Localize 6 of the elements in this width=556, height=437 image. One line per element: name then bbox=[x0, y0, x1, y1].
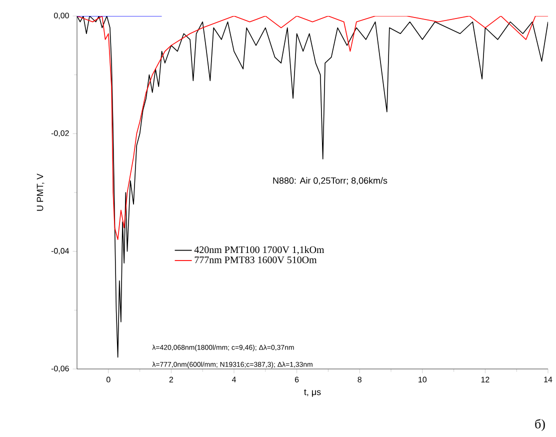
legend-label: 777nm PMT83 1600V 510Om bbox=[194, 256, 317, 264]
x-axis-title: t, μs bbox=[304, 389, 321, 397]
annotation: N880: Air 0,25Torr; 8,06km/s bbox=[273, 177, 388, 185]
text: б) bbox=[535, 418, 545, 431]
y-axis-title: U PMT, V bbox=[36, 174, 44, 211]
legend-label: 420nm PMT100 1700V 1,1kOm bbox=[194, 246, 324, 255]
